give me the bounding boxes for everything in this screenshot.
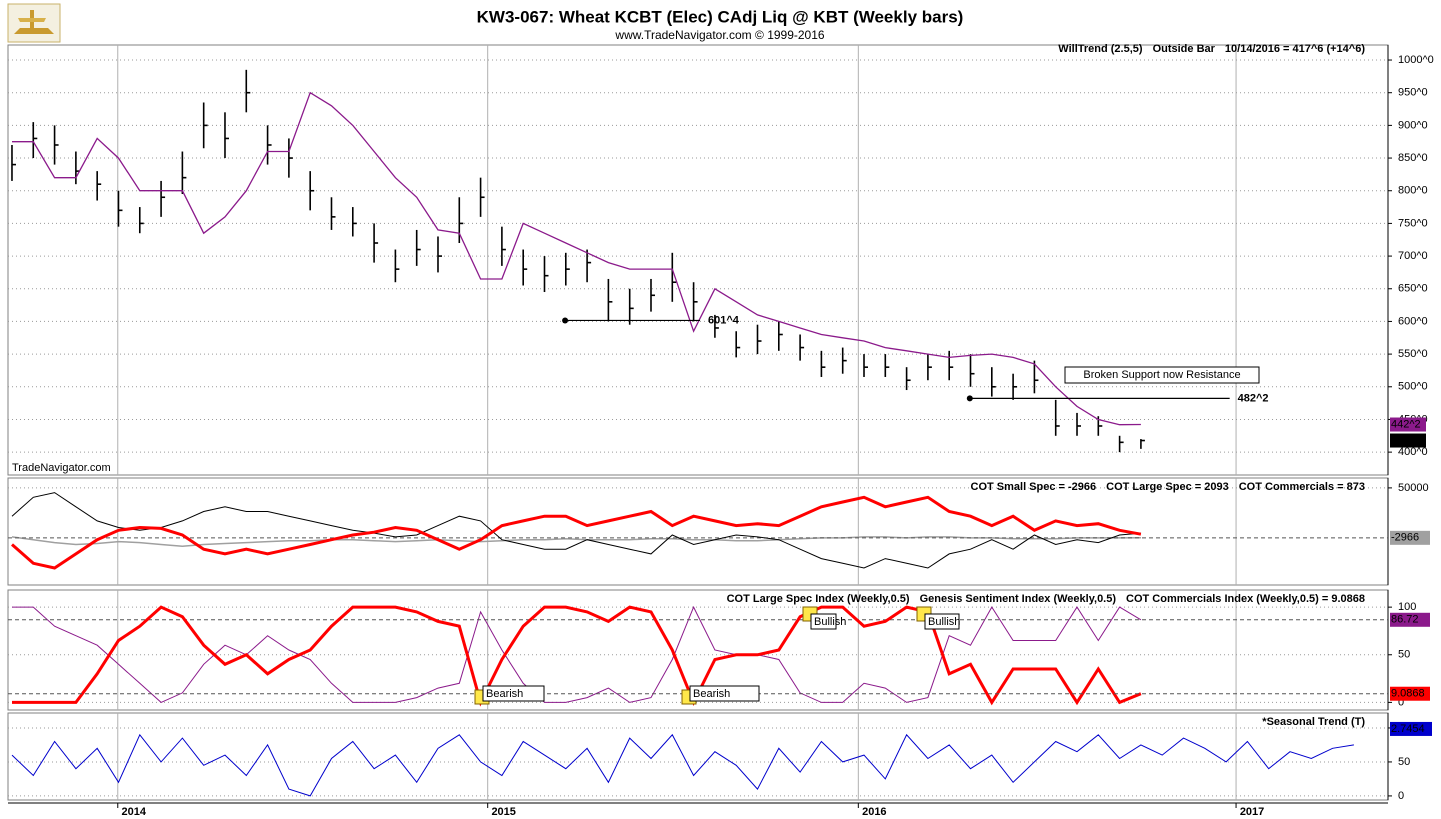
series-line (11, 492, 1141, 569)
y-tick-label: 700^0 (1398, 250, 1428, 262)
y-tick-label: 100 (1398, 601, 1416, 613)
legend-outside-bar: Outside Bar (1153, 43, 1216, 55)
annotation-box (689, 685, 760, 702)
series-line (11, 536, 1141, 548)
last-value-label: 9.0868 (1391, 688, 1425, 700)
series-line (12, 605, 1142, 707)
panel-header: COT Large Spec = 2093 (1106, 481, 1229, 493)
x-tick-label: 2015 (491, 806, 515, 818)
last-value-label: -2966 (1391, 532, 1419, 544)
series-line (11, 495, 1142, 570)
x-tick-label: 2014 (122, 806, 147, 818)
annotation-box (810, 613, 837, 630)
level-dot (562, 317, 569, 324)
level-dot (966, 395, 973, 402)
legend-entry: WillTrend (2.5,5) (1058, 43, 1143, 55)
series-line (12, 91, 1141, 426)
series-line (12, 605, 1142, 703)
signal-label: Bullish (928, 616, 960, 628)
chart-subtitle: www.TradeNavigator.com © 1999-2016 (614, 28, 824, 42)
last-value-box (1390, 721, 1432, 736)
last-value-box (1390, 530, 1430, 545)
panel (7, 44, 1389, 476)
logo (7, 3, 61, 43)
panel-header: COT Commercials Index (Weekly,0.5) = 9.0… (1126, 593, 1365, 605)
last-value-label: 442^2 (1391, 418, 1421, 430)
signal-label: Bullish (814, 616, 846, 628)
last-value-box (1390, 686, 1430, 701)
y-tick-label: 750^0 (1398, 217, 1428, 229)
y-tick-label: 800^0 (1398, 185, 1428, 197)
annotation-box (482, 685, 545, 702)
last-value-label: 86.72 (1391, 614, 1419, 626)
annotation-box (1064, 366, 1260, 384)
panel (7, 712, 1389, 801)
last-value-label: 417^6 (1391, 434, 1421, 446)
y-tick-label: 50 (1398, 649, 1410, 661)
last-value-box (1390, 417, 1426, 432)
y-tick-label: 50000 (1398, 482, 1429, 494)
y-tick-label: 500^0 (1398, 381, 1428, 393)
y-tick-label: 1000^0 (1398, 54, 1434, 66)
y-tick-label: 550^0 (1398, 348, 1428, 360)
y-tick-label: 900^0 (1398, 119, 1428, 131)
series-line (11, 733, 1354, 797)
status: 10/14/2016 = 417^6 (+14^6) (1225, 43, 1365, 55)
y-tick-label: 950^0 (1398, 87, 1428, 99)
panel-header: COT Large Spec Index (Weekly,0.5) (727, 593, 910, 605)
last-value-box (1390, 612, 1430, 627)
annotation: Broken Support now Resistance (1083, 369, 1240, 381)
panel-header: COT Commercials = 873 (1239, 481, 1365, 493)
chart-title: KW3-067: Wheat KCBT (Elec) CAdj Liq @ KB… (477, 7, 964, 26)
y-tick-label: 0 (1398, 790, 1404, 802)
panel-header: Genesis Sentiment Index (Weekly,0.5) (920, 593, 1117, 605)
watermark: TradeNavigator.com (12, 462, 111, 474)
panel-header: COT Small Spec = -2966 (971, 481, 1097, 493)
y-tick-label: 650^0 (1398, 283, 1428, 295)
panel-header: *Seasonal Trend (T) (1262, 716, 1365, 728)
signal-label: Bearish (486, 688, 523, 700)
x-tick-label: 2017 (1240, 806, 1264, 818)
panel (7, 477, 1389, 586)
x-tick-label: 2016 (862, 806, 886, 818)
y-tick-label: 600^0 (1398, 315, 1428, 327)
last-value-label: 2.7454 (1391, 723, 1425, 735)
level-label: 601^4 (708, 314, 740, 326)
y-tick-label: 50 (1398, 756, 1410, 768)
signal-label: Bearish (693, 688, 730, 700)
y-tick-label: 850^0 (1398, 152, 1428, 164)
annotation-box (924, 613, 960, 630)
y-tick-label: 0 (1398, 696, 1404, 708)
last-value-box (1390, 433, 1426, 448)
y-tick-label: 400^0 (1398, 446, 1428, 458)
level-label: 482^2 (1238, 392, 1269, 404)
